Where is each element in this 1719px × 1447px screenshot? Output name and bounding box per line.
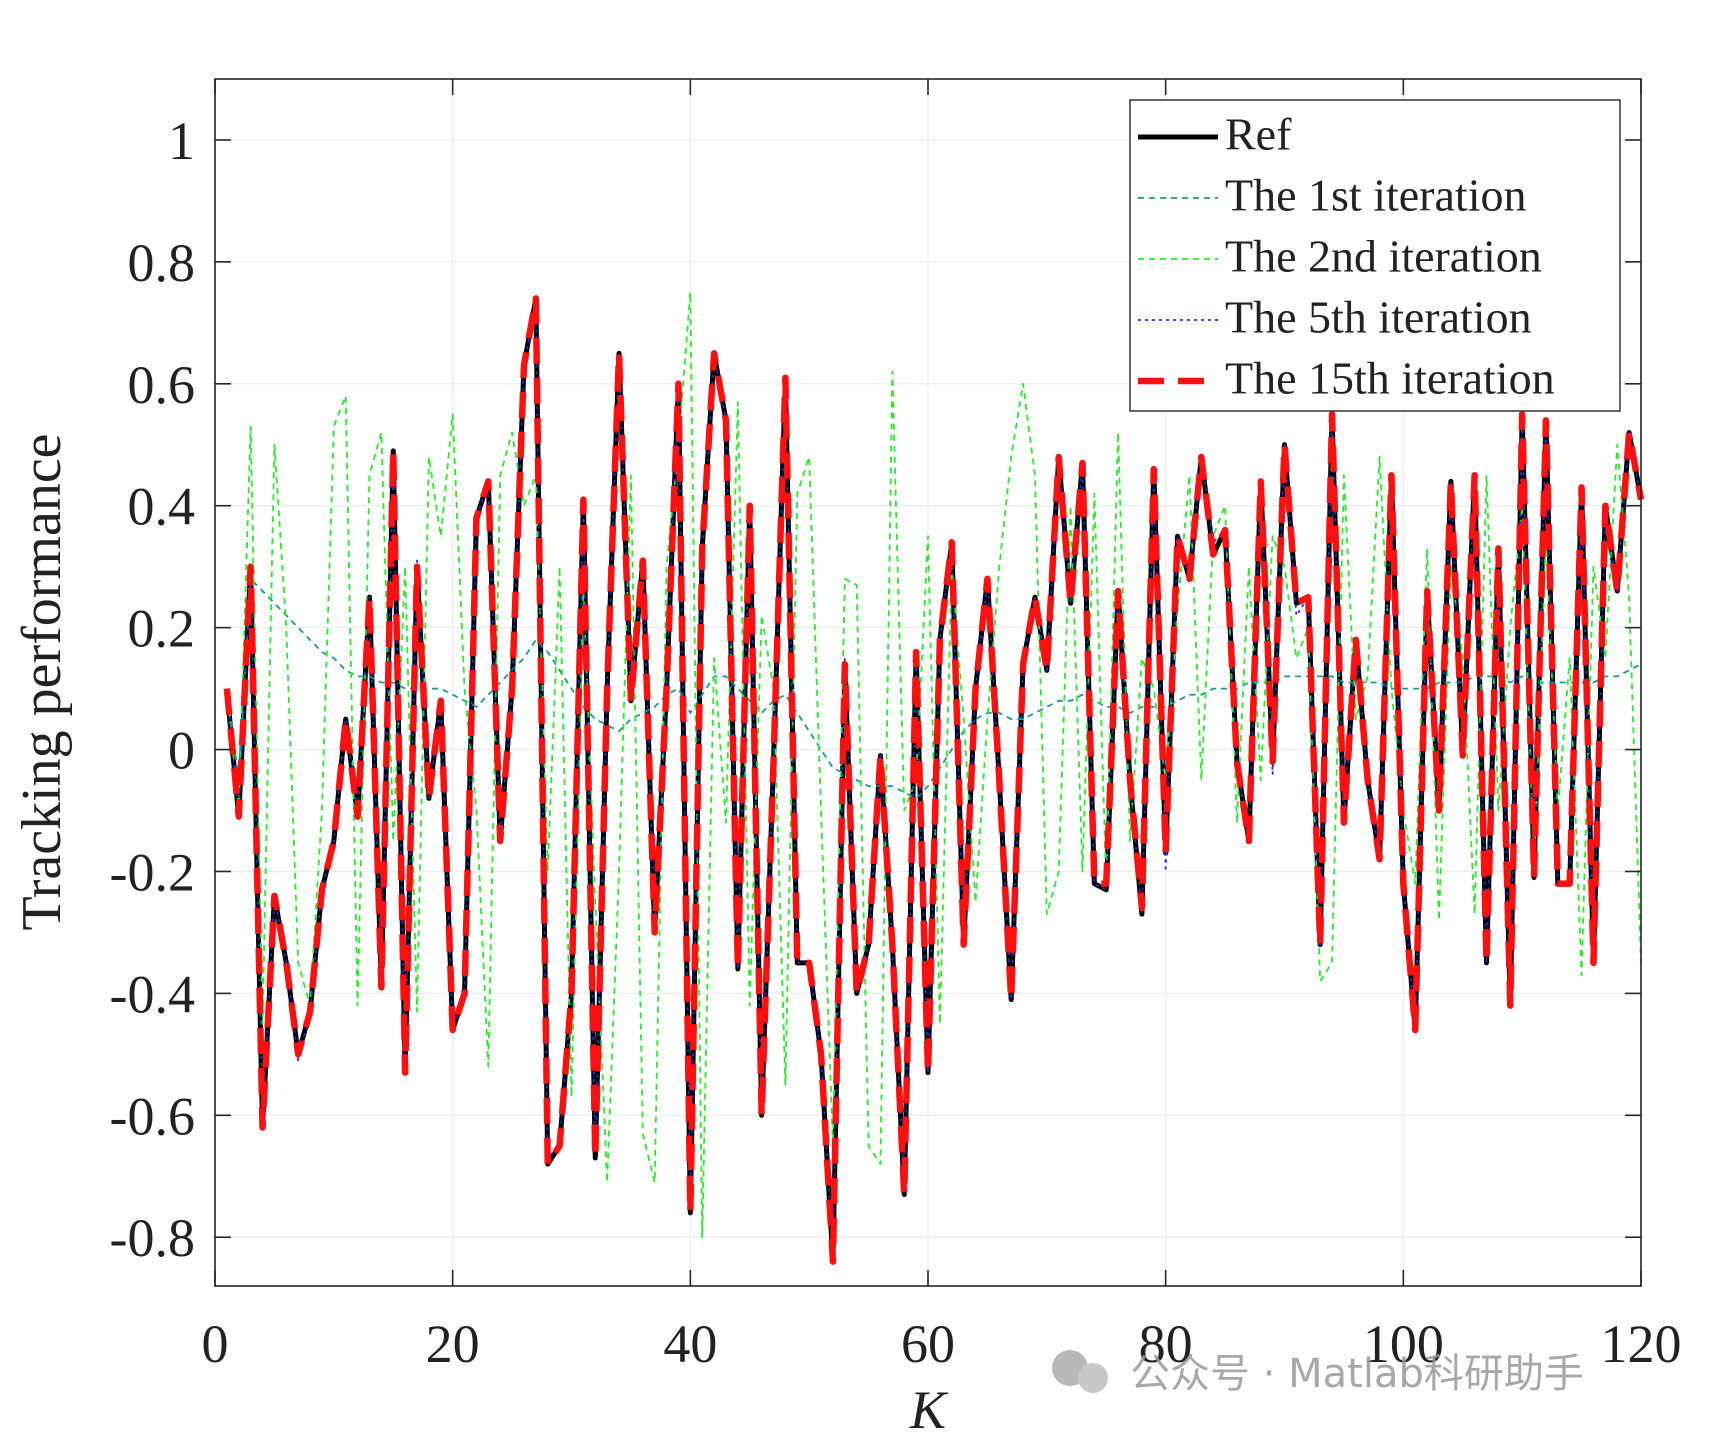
legend: Ref The 1st iteration The 2nd iteration The…	[1129, 99, 1621, 412]
y-tick-label: 1	[168, 111, 195, 171]
legend-label: The 5th iteration	[1225, 292, 1532, 343]
watermark: 公众号 · Matlab科研助手	[1052, 1350, 1584, 1397]
x-tick-label: 40	[663, 1314, 717, 1374]
x-tick-label: 0	[202, 1314, 229, 1374]
series-line	[223, 295, 1645, 1265]
y-tick-label: 0.4	[128, 477, 196, 537]
y-tick-label: 0.2	[128, 599, 196, 659]
y-tick-label: -0.8	[110, 1208, 195, 1268]
y-tick-label: -0.6	[110, 1086, 195, 1146]
plot-lines	[223, 291, 1645, 1265]
y-tick-label: 0.8	[128, 233, 196, 293]
x-tick-label: 100	[1363, 1314, 1444, 1374]
y-axis-label: Tracking performance	[11, 433, 73, 930]
y-tick-label: -0.4	[110, 964, 195, 1024]
y-tick-label: 0	[168, 721, 195, 781]
y-tick-label: -0.2	[110, 842, 195, 902]
x-tick-label: 120	[1601, 1314, 1682, 1374]
x-axis-label: K	[909, 1380, 949, 1440]
watermark-icon	[1078, 1363, 1108, 1393]
legend-box	[1129, 99, 1621, 412]
watermark-text: 公众号 · Matlab科研助手	[1130, 1351, 1584, 1397]
ticks: -0.8 -0.6 -0.4 -0.2 0 0.2 0.4 0.6 0.8 1 0 20 40 60 80 1…	[110, 79, 1682, 1374]
y-tick-label: 0.6	[128, 355, 196, 415]
legend-label: Ref	[1225, 109, 1292, 160]
x-tick-label: 20	[426, 1314, 480, 1374]
legend-label: The 1st iteration	[1225, 170, 1526, 221]
legend-label: The 2nd iteration	[1225, 231, 1542, 282]
legend-label: The 15th iteration	[1225, 353, 1555, 404]
x-tick-label: 80	[1139, 1314, 1193, 1374]
x-tick-label: 60	[901, 1314, 955, 1374]
